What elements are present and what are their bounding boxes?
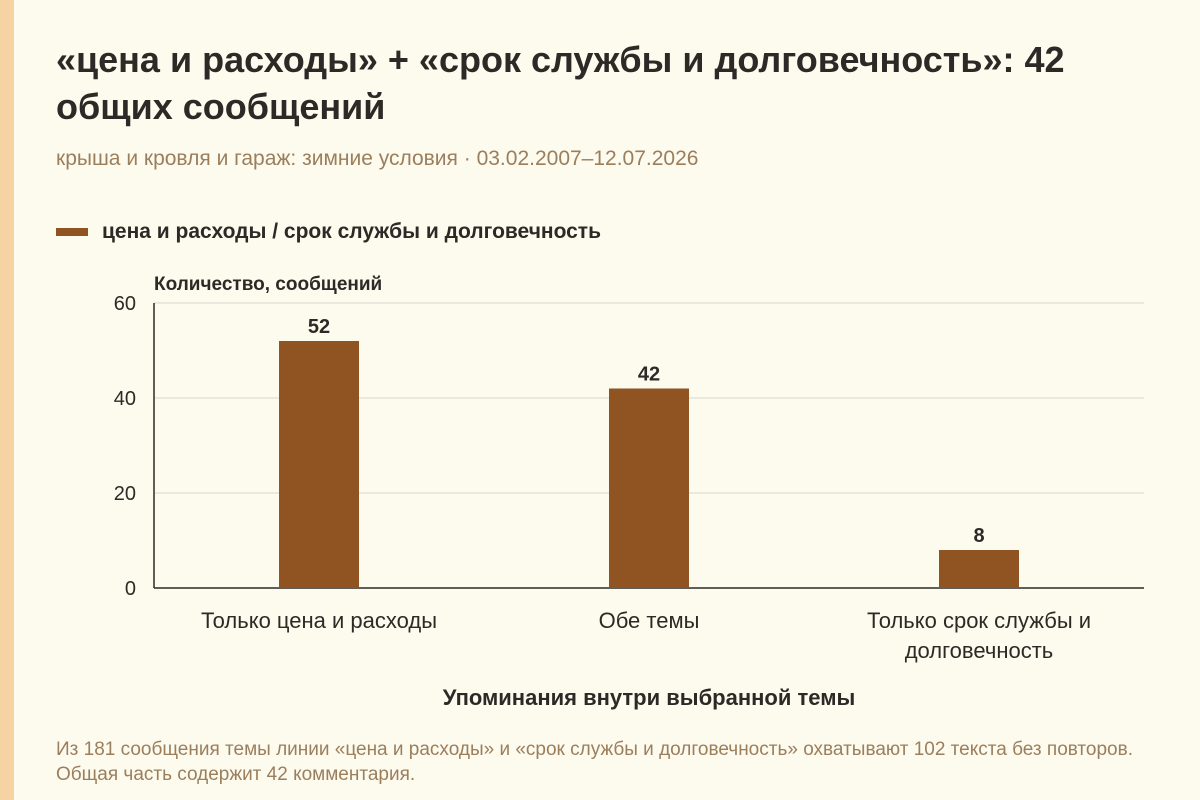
x-tick-label: Обе темы (599, 608, 700, 633)
footnote: Из 181 сообщения темы линии «цена и расх… (56, 739, 1133, 785)
y-tick-label: 60 (114, 293, 136, 315)
bar (279, 341, 359, 588)
x-tick-label: Только срок службы и (867, 608, 1091, 633)
bar-value-label: 42 (638, 364, 660, 386)
bar (609, 388, 689, 588)
accent-strip (0, 0, 14, 800)
legend-swatch (56, 228, 88, 236)
chart-title: «цена и расходы» + «срок службы и долгов… (56, 39, 1065, 127)
y-tick-label: 20 (114, 483, 136, 505)
legend-label: цена и расходы / срок службы и долговечн… (102, 220, 602, 243)
y-tick-label: 40 (114, 388, 136, 410)
bar (939, 550, 1019, 588)
legend: цена и расходы / срок службы и долговечн… (56, 220, 601, 244)
x-tick-label: долговечность (905, 638, 1054, 663)
bar-value-label: 8 (973, 525, 984, 547)
bar-value-label: 52 (308, 316, 330, 338)
y-axis-title: Количество, сообщений (154, 274, 383, 295)
chart-subtitle: крыша и кровля и гараж: зимние условия ·… (56, 147, 699, 170)
x-axis-title: Упоминания внутри выбранной темы (442, 685, 856, 710)
y-tick-label: 0 (125, 578, 136, 600)
x-tick-label: Только цена и расходы (201, 608, 437, 633)
